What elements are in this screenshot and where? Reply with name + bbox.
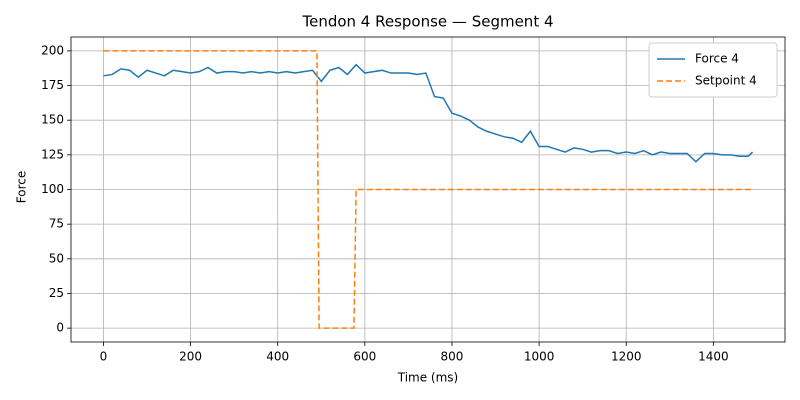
plot-frame [70, 36, 786, 343]
x-tick-label: 1200 [611, 350, 642, 364]
x-tick-label: 800 [441, 350, 464, 364]
x-tick-label: 0 [100, 350, 108, 364]
y-tick-label: 175 [41, 78, 64, 92]
y-tick-label: 150 [41, 113, 64, 127]
y-tick-label: 100 [41, 182, 64, 196]
chart-title: Tendon 4 Response — Segment 4 [301, 13, 553, 31]
y-tick-label: 200 [41, 43, 64, 57]
x-axis-label: Time (ms) [397, 371, 459, 385]
y-tick-label: 50 [49, 251, 64, 265]
x-tick-label: 200 [179, 350, 202, 364]
x-tick-label: 400 [266, 350, 289, 364]
y-tick-label: 75 [49, 217, 64, 231]
legend-label: Setpoint 4 [695, 74, 757, 88]
data-line [103, 63, 754, 163]
x-tick-label: 600 [353, 350, 376, 364]
y-tick-label: 25 [49, 286, 64, 300]
y-axis-label: Force [15, 171, 29, 203]
x-tick-label: 1000 [524, 350, 555, 364]
y-tick-label: 125 [41, 147, 64, 161]
legend-label: Force 4 [695, 52, 739, 66]
legend-box [648, 42, 778, 98]
x-tick-label: 1400 [698, 350, 729, 364]
y-tick-label: 0 [56, 321, 64, 335]
data-line [103, 50, 753, 329]
